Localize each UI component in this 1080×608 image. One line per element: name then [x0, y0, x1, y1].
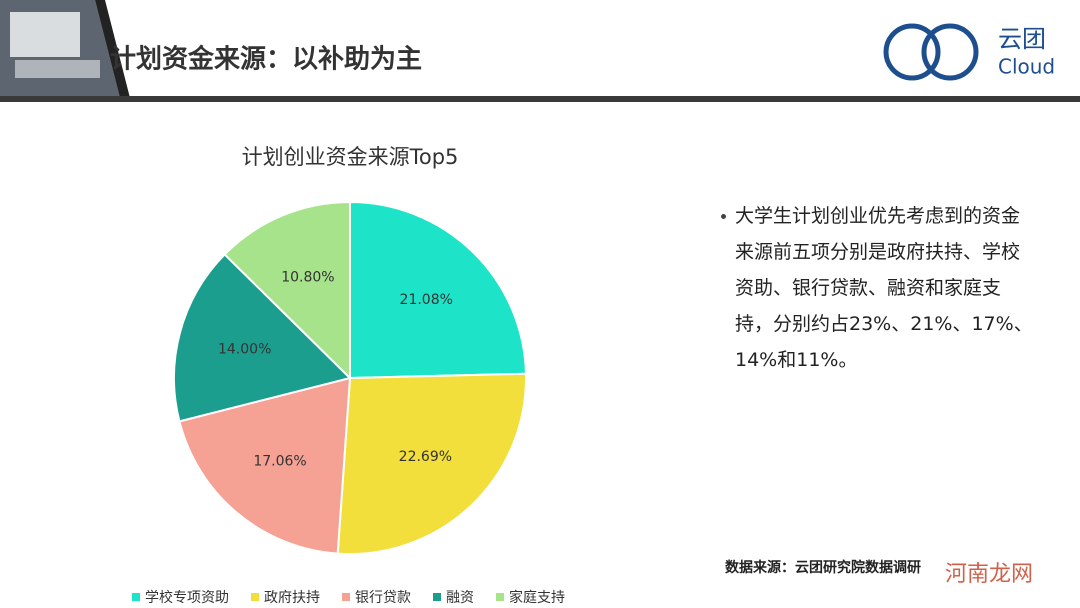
data-label: 10.80%	[281, 269, 334, 285]
data-label: 21.08%	[400, 292, 453, 308]
legend-swatch	[496, 593, 504, 601]
legend-label: 家庭支持	[509, 589, 565, 606]
logo-sub: Cloud	[998, 55, 1055, 79]
legend-swatch	[342, 593, 350, 601]
watermark: 河南龙网	[945, 562, 1033, 587]
header-rule	[0, 96, 1080, 102]
data-label: 14.00%	[218, 341, 271, 357]
legend-label: 政府扶持	[264, 590, 320, 606]
source: 数据来源：云团研究院数据调研	[725, 559, 921, 576]
legend-swatch	[251, 593, 259, 601]
data-label: 17.06%	[253, 454, 306, 470]
pie-slice	[173, 253, 352, 423]
note-text: 大学生计划创业优先考虑到的资金来源前五项分别是政府扶持、学校资助、银行贷款、融资…	[735, 205, 1033, 371]
legend-label: 学校专项资助	[145, 589, 229, 606]
logo-name: 云团	[998, 25, 1046, 53]
legend-swatch	[433, 593, 441, 601]
legend-label: 融资	[446, 590, 474, 606]
bullet	[721, 214, 726, 219]
pie-slice	[223, 200, 351, 381]
data-label: 22.69%	[399, 449, 452, 465]
legend-label: 银行贷款	[355, 590, 411, 606]
legend-swatch	[132, 593, 140, 601]
pie-slice	[349, 200, 527, 380]
pie-slice	[336, 372, 527, 555]
pie-slice	[178, 376, 352, 555]
chart-title: 计划创业资金来源Top5	[242, 145, 459, 169]
slide-title: 计划资金来源：以补助为主	[110, 44, 422, 75]
header-image	[0, 0, 130, 98]
logo: 云团 Cloud	[883, 23, 1055, 81]
